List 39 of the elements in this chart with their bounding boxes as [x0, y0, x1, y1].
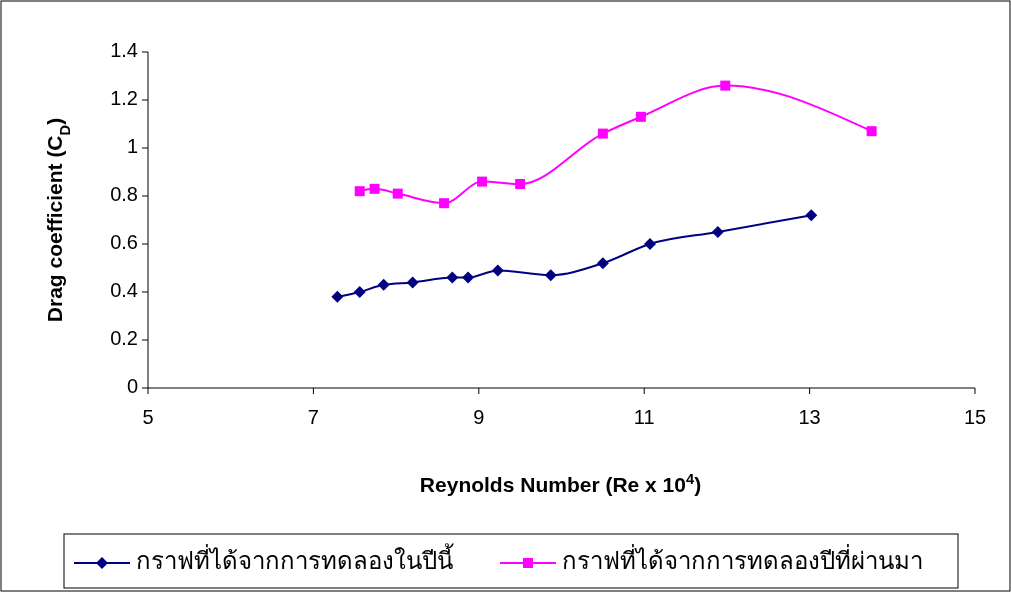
y-tick-label: 0.4	[110, 279, 138, 302]
point	[462, 271, 475, 284]
point	[369, 183, 380, 194]
x-axis-title: Reynolds Number (Re x 10$^{4}$)	[419, 471, 702, 496]
point	[353, 286, 366, 298]
y-tick-label: 0	[126, 375, 138, 398]
x-tick-label: 7	[307, 406, 319, 428]
x-tick-label: 11	[633, 406, 655, 428]
y-tick-label: 1.2	[110, 87, 138, 110]
y-tick-label: 0.2	[110, 327, 138, 350]
point	[392, 188, 403, 199]
point	[596, 257, 609, 270]
point	[377, 278, 390, 291]
point	[866, 126, 877, 137]
point	[331, 290, 344, 303]
point	[406, 276, 419, 289]
point	[720, 80, 731, 91]
point	[354, 186, 365, 197]
y-tick-label: 1	[126, 135, 138, 158]
point	[643, 238, 656, 250]
legend-label: กราฟที่ได้จากการทดลองในปีนี้	[136, 543, 454, 575]
point	[439, 198, 450, 209]
y-tick-label: 0.6	[110, 231, 138, 254]
y-tick-label: 1.4	[110, 39, 138, 62]
point	[515, 179, 526, 189]
x-tick-label: 13	[798, 406, 821, 428]
x-tick-label: 9	[473, 406, 485, 428]
x-tick-label: 5	[142, 406, 154, 428]
point	[635, 111, 646, 122]
point	[805, 209, 818, 222]
point	[446, 271, 459, 284]
legend-label: กราฟที่ได้จากการทดลองปีที่ผ่านมา	[562, 544, 923, 575]
x-tick-label: 15	[963, 406, 987, 428]
y-tick-label: 0.8	[110, 183, 138, 206]
point	[477, 176, 488, 187]
point	[711, 226, 724, 238]
point	[491, 264, 504, 277]
point	[597, 128, 608, 139]
point	[544, 269, 557, 282]
